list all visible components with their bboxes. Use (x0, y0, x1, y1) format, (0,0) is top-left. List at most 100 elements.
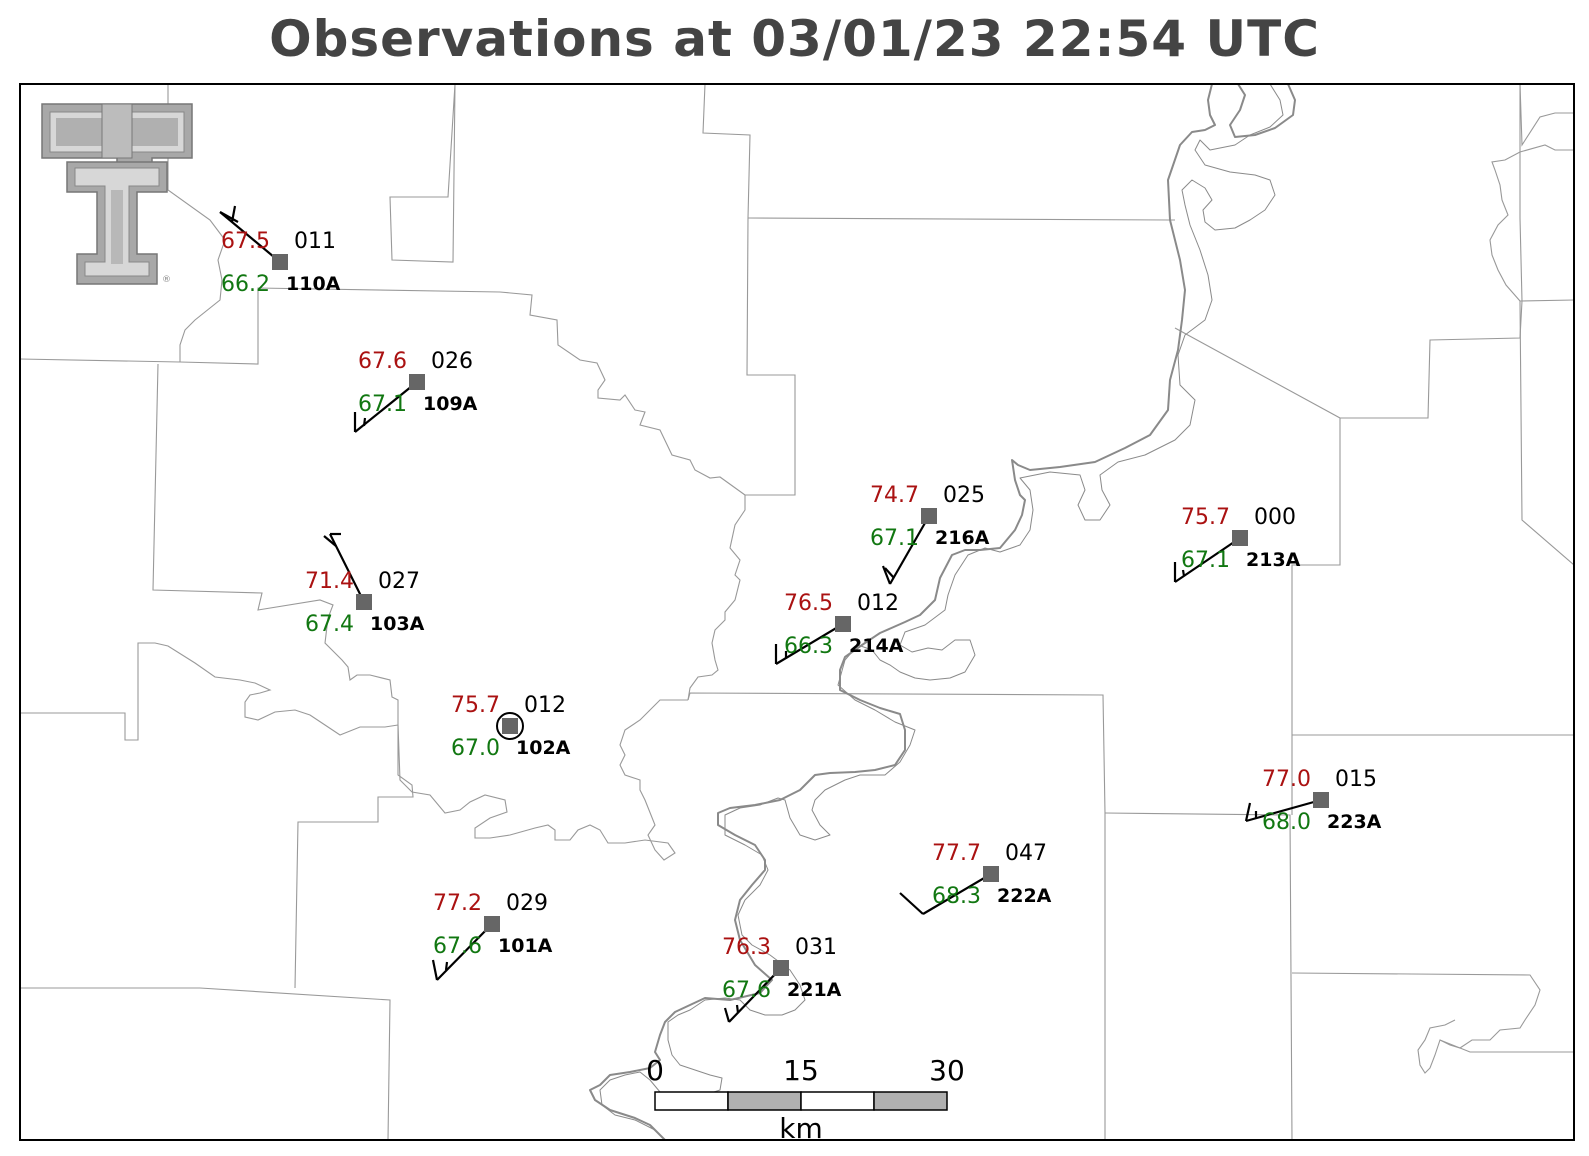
station-223A[interactable]: 77.0 015 68.0 223A (1244, 767, 1382, 835)
temperature-label: 77.2 (433, 891, 482, 916)
temperature-label: 77.7 (932, 841, 981, 866)
station-marker[interactable] (773, 960, 789, 976)
station-222A[interactable]: 77.7 047 68.3 222A (899, 841, 1052, 915)
wind-direction-label: 000 (1254, 505, 1296, 530)
scale-segment-4 (873, 1091, 948, 1111)
wind-barb-shaft (889, 515, 930, 585)
wind-barb-flag-1 (219, 211, 239, 223)
wind-direction-label: 015 (1335, 767, 1377, 792)
temperature-label: 74.7 (870, 483, 919, 508)
temperature-label: 75.7 (1181, 505, 1230, 530)
wind-barb-flag-1 (881, 565, 892, 585)
station-id-label: 102A (516, 737, 571, 759)
wind-direction-label: 012 (524, 693, 566, 718)
wind-barb-shaft (922, 873, 992, 915)
wind-barb-flag-2 (323, 535, 337, 547)
logo-registered-mark: ® (162, 275, 171, 285)
scale-segment-2 (727, 1091, 802, 1111)
dewpoint-label: 68.3 (932, 884, 981, 909)
station-id-label: 221A (787, 979, 842, 1001)
wind-direction-label: 012 (857, 591, 899, 616)
wind-barb-shaft (775, 623, 844, 665)
station-id-label: 110A (286, 273, 341, 295)
station-marker[interactable] (921, 508, 937, 524)
map-frame (19, 83, 1575, 1141)
temperature-label: 75.7 (451, 693, 500, 718)
wind-direction-label: 031 (795, 935, 837, 960)
wind-barb-flag-1 (723, 1007, 731, 1023)
station-id-label: 103A (370, 613, 425, 635)
wind-direction-label: 011 (294, 229, 336, 254)
temperature-label: 77.0 (1262, 767, 1311, 792)
wind-barb-shaft (1245, 798, 1322, 823)
station-103A[interactable]: 71.4 027 67.4 103A (305, 532, 425, 637)
station-id-label: 216A (935, 527, 990, 549)
scale-label-30: 30 (929, 1054, 965, 1087)
station-216A[interactable]: 74.7 025 67.1 216A (870, 483, 990, 585)
station-marker[interactable] (835, 616, 851, 632)
scale-label-15: 15 (783, 1054, 819, 1087)
wind-direction-label: 027 (378, 569, 420, 594)
dewpoint-label: 67.1 (1181, 548, 1230, 573)
county-boundaries (20, 84, 1574, 1140)
station-id-label: 101A (498, 935, 553, 957)
calm-wind-circle (496, 712, 524, 740)
station-110A[interactable]: 67.5 011 66.2 110A (219, 205, 341, 297)
texas-tech-double-t-logo: ® (41, 103, 193, 285)
temperature-label: 76.5 (784, 591, 833, 616)
dewpoint-label: 68.0 (1262, 810, 1311, 835)
scale-label-0: 0 (646, 1054, 664, 1087)
station-102A[interactable]: 75.7 012 67.0 102A (451, 693, 571, 761)
dewpoint-label: 67.0 (451, 736, 500, 761)
river-lines (589, 84, 1296, 1140)
wind-barb-flag-1 (431, 959, 439, 981)
stations-layer: 67.5 011 66.2 110A 67.6 026 67.1 109A 71.4 027 67.… (219, 205, 1382, 1023)
scale-bar: 0 15 30 km (646, 1054, 965, 1145)
wind-barb-shaft (219, 211, 281, 263)
dewpoint-label: 67.6 (722, 978, 771, 1003)
wind-barb-flag-2 (1181, 569, 1186, 577)
station-id-label: 213A (1246, 549, 1301, 571)
station-214A[interactable]: 76.5 012 66.3 214A (774, 591, 904, 665)
temperature-label: 76.3 (722, 935, 771, 960)
wind-direction-label: 026 (431, 349, 473, 374)
dewpoint-label: 67.4 (305, 612, 354, 637)
wind-barb-flag-2 (362, 417, 367, 427)
station-101A[interactable]: 77.2 029 67.6 101A (431, 891, 553, 981)
temperature-label: 67.5 (221, 229, 270, 254)
station-marker[interactable] (484, 916, 500, 932)
map-title: Observations at 03/01/23 22:54 UTC (269, 10, 1320, 68)
dewpoint-label: 67.6 (433, 934, 482, 959)
station-marker[interactable] (409, 374, 425, 390)
station-id-label: 109A (423, 393, 478, 415)
wind-direction-label: 029 (506, 891, 548, 916)
scale-segment-3 (800, 1091, 875, 1111)
wind-barb-flag-1 (899, 892, 924, 915)
dewpoint-label: 67.1 (870, 526, 919, 551)
station-marker[interactable] (1232, 530, 1248, 546)
temperature-label: 71.4 (305, 569, 354, 594)
wind-barb-shaft (1174, 537, 1241, 583)
wind-barb-flag-2 (735, 1004, 740, 1014)
station-221A[interactable]: 76.3 031 67.6 221A (722, 935, 842, 1023)
station-marker[interactable] (502, 718, 518, 734)
station-marker[interactable] (1313, 792, 1329, 808)
wind-barb-flag-2 (884, 567, 895, 579)
station-marker[interactable] (983, 866, 999, 882)
scale-unit: km (779, 1112, 823, 1145)
wind-barb-flag-2 (444, 961, 449, 971)
temperature-label: 67.6 (358, 349, 407, 374)
station-109A[interactable]: 67.6 026 67.1 109A (353, 349, 478, 433)
station-id-label: 214A (849, 635, 904, 657)
station-id-label: 223A (1327, 811, 1382, 833)
dewpoint-label: 66.3 (784, 634, 833, 659)
station-marker[interactable] (272, 254, 288, 270)
wind-direction-label: 025 (943, 483, 985, 508)
wind-direction-label: 047 (1005, 841, 1047, 866)
scale-segment-1 (654, 1091, 729, 1111)
wind-barb-shaft (436, 923, 493, 981)
station-213A[interactable]: 75.7 000 67.1 213A (1173, 505, 1301, 583)
station-marker[interactable] (356, 594, 372, 610)
dewpoint-label: 67.1 (358, 392, 407, 417)
